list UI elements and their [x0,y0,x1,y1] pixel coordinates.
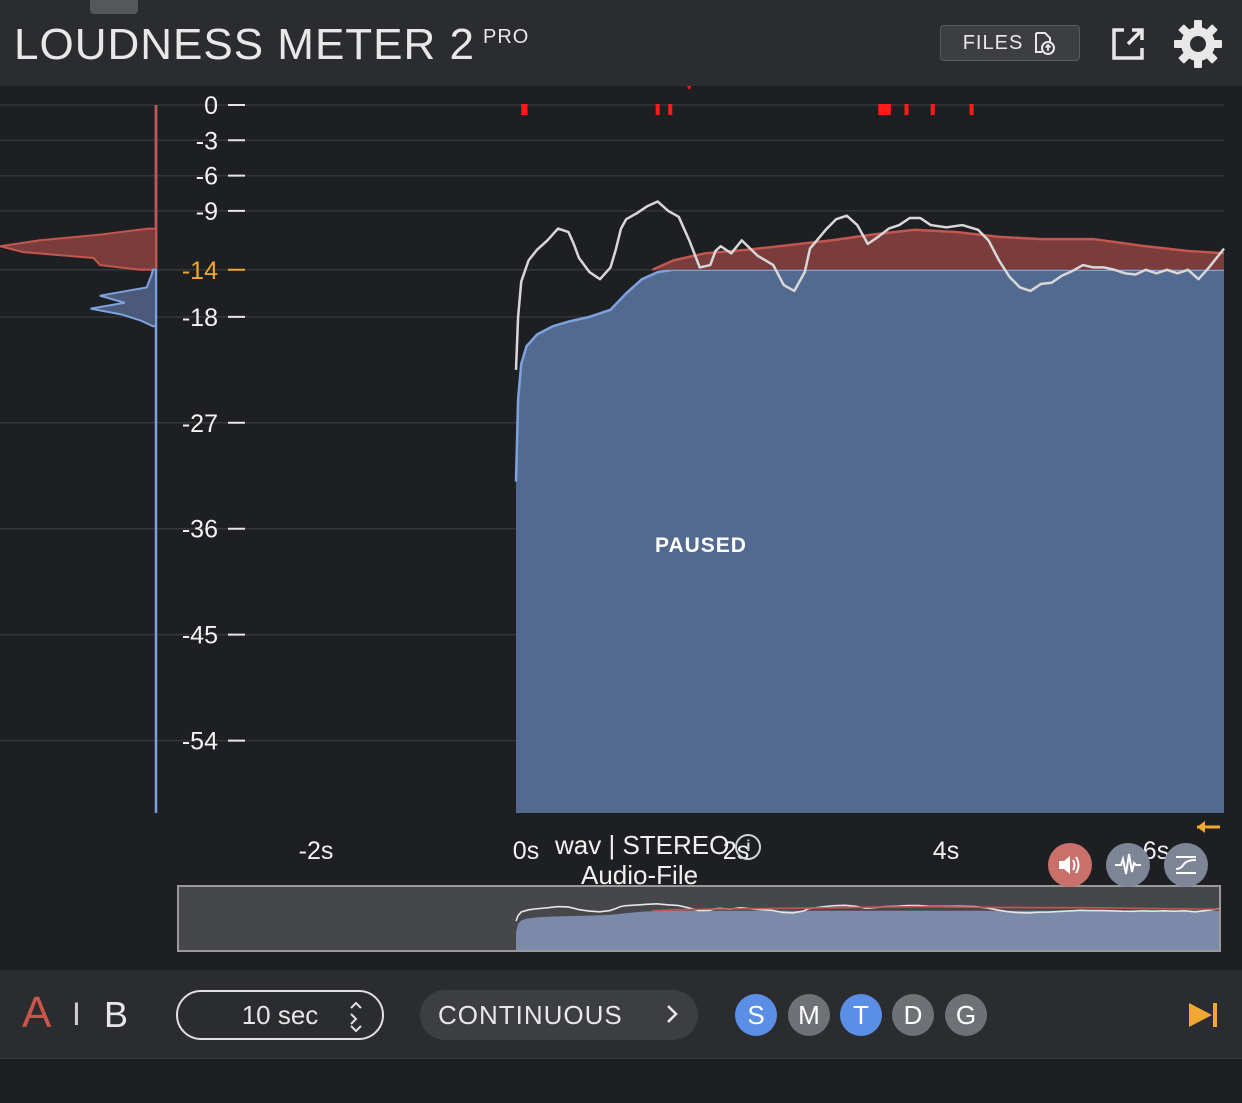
preset-separator: I [72,996,81,1032]
waveform-button[interactable] [1106,843,1150,887]
integrated-histogram [90,268,157,328]
target-arrow-head [1197,821,1205,833]
y-tick-label: -6 [196,163,218,191]
short-term-histogram [0,227,157,271]
chip-s-label: S [747,999,765,1030]
file-info: wav | STEREO i Audio-File [555,830,762,890]
y-tick-label: -45 [182,622,218,650]
y-tick-label: -14 [182,257,218,285]
chip-momentary[interactable]: M [788,994,830,1036]
chevron-right-icon [667,1005,678,1023]
y-tick-label: -18 [182,304,218,332]
time-range-stepper[interactable]: 10 sec [176,990,384,1040]
x-tick-label: -2s [299,837,334,865]
true-peak-marker [904,104,909,115]
loudness-chart-area: 0 -3 -6 -9 -14 -18 -27 -36 -45 -54 -2s 0s 2s 4s 6s PAU… [0,86,1242,970]
preset-a-button[interactable]: A [22,988,52,1037]
y-tick-label: -9 [196,198,218,226]
upload-file-icon [1035,32,1056,55]
status-strip [0,1058,1242,1103]
time-range-value: 10 sec [241,999,319,1030]
chip-d-label: D [903,999,923,1030]
chip-m-label: M [798,999,820,1030]
gear-icon[interactable] [1170,16,1226,72]
true-peak-marker [969,104,974,115]
true-peak-marker [878,104,891,115]
speaker-icon [1059,856,1080,874]
integrated-loudness-line [514,268,1224,482]
window-drag-handle[interactable] [90,0,138,14]
y-tick-label: -54 [182,728,218,756]
dynamics-curve-icon [1175,856,1197,874]
chip-t-label: T [853,999,869,1030]
stepper-arrows-icon[interactable] [348,1000,364,1034]
dynamics-button[interactable] [1164,843,1208,887]
files-button-label: FILES [962,31,1024,54]
true-peak-marker [655,104,660,115]
footer-toolbar: A I B 10 sec CONTINUOUS S M T D G [0,970,1242,1058]
short-term-loudness-line [651,228,1225,271]
loudness-histogram [0,105,158,813]
overview-momentary-line [515,903,1221,922]
overview-frame [177,885,1221,952]
y-tick-label: -3 [196,127,218,155]
overview-integrated-area [516,910,1220,951]
y-tick-label: 0 [204,92,218,120]
true-peak-marker [521,104,528,115]
mode-value: CONTINUOUS [438,999,623,1030]
x-tick-label: 4s [933,837,959,865]
chip-short-term[interactable]: S [735,994,777,1036]
info-icon[interactable]: i [735,834,762,860]
preset-b-button[interactable]: B [104,994,129,1035]
pro-badge: PRO [482,26,530,48]
file-source: Audio-File [581,860,699,890]
mode-selector[interactable]: CONTINUOUS [420,990,698,1040]
true-peak-marker [668,104,673,115]
loudness-history-chart[interactable]: 0-3-6-9-14-18-27-36-45-54-2s 0s 2s 4s 6s [0,86,1242,970]
waveform-icon [1115,853,1141,875]
files-button[interactable]: FILES [940,25,1080,61]
app-title-text: LOUDNESS METER 2 [14,20,475,69]
playhead-arrow [687,86,692,90]
chip-gate[interactable]: G [945,994,987,1036]
overview-short-term-line [651,905,1221,912]
chip-g-label: G [955,999,977,1030]
true-peak-marker [930,104,935,115]
speaker-button[interactable] [1048,843,1092,887]
momentary-loudness-line [514,200,1225,370]
overview-strip[interactable] [177,885,1221,952]
skip-to-end-icon[interactable] [1186,1000,1220,1030]
file-format: wav | STEREO [555,830,730,860]
chip-dynamics[interactable]: D [892,994,934,1036]
app-title: LOUDNESS METER 2 PRO [14,20,529,70]
plot-series [514,86,1225,833]
integrated-loudness-area [516,269,1224,813]
chip-true-peak[interactable]: T [840,994,882,1036]
x-tick-label: 0s [513,837,539,865]
header-bar: LOUDNESS METER 2 PRO FILES [0,0,1242,86]
paused-label: PAUSED [655,534,747,557]
y-tick-label: -36 [182,516,218,544]
y-tick-label: -27 [182,410,218,438]
external-window-icon[interactable] [1108,24,1148,64]
